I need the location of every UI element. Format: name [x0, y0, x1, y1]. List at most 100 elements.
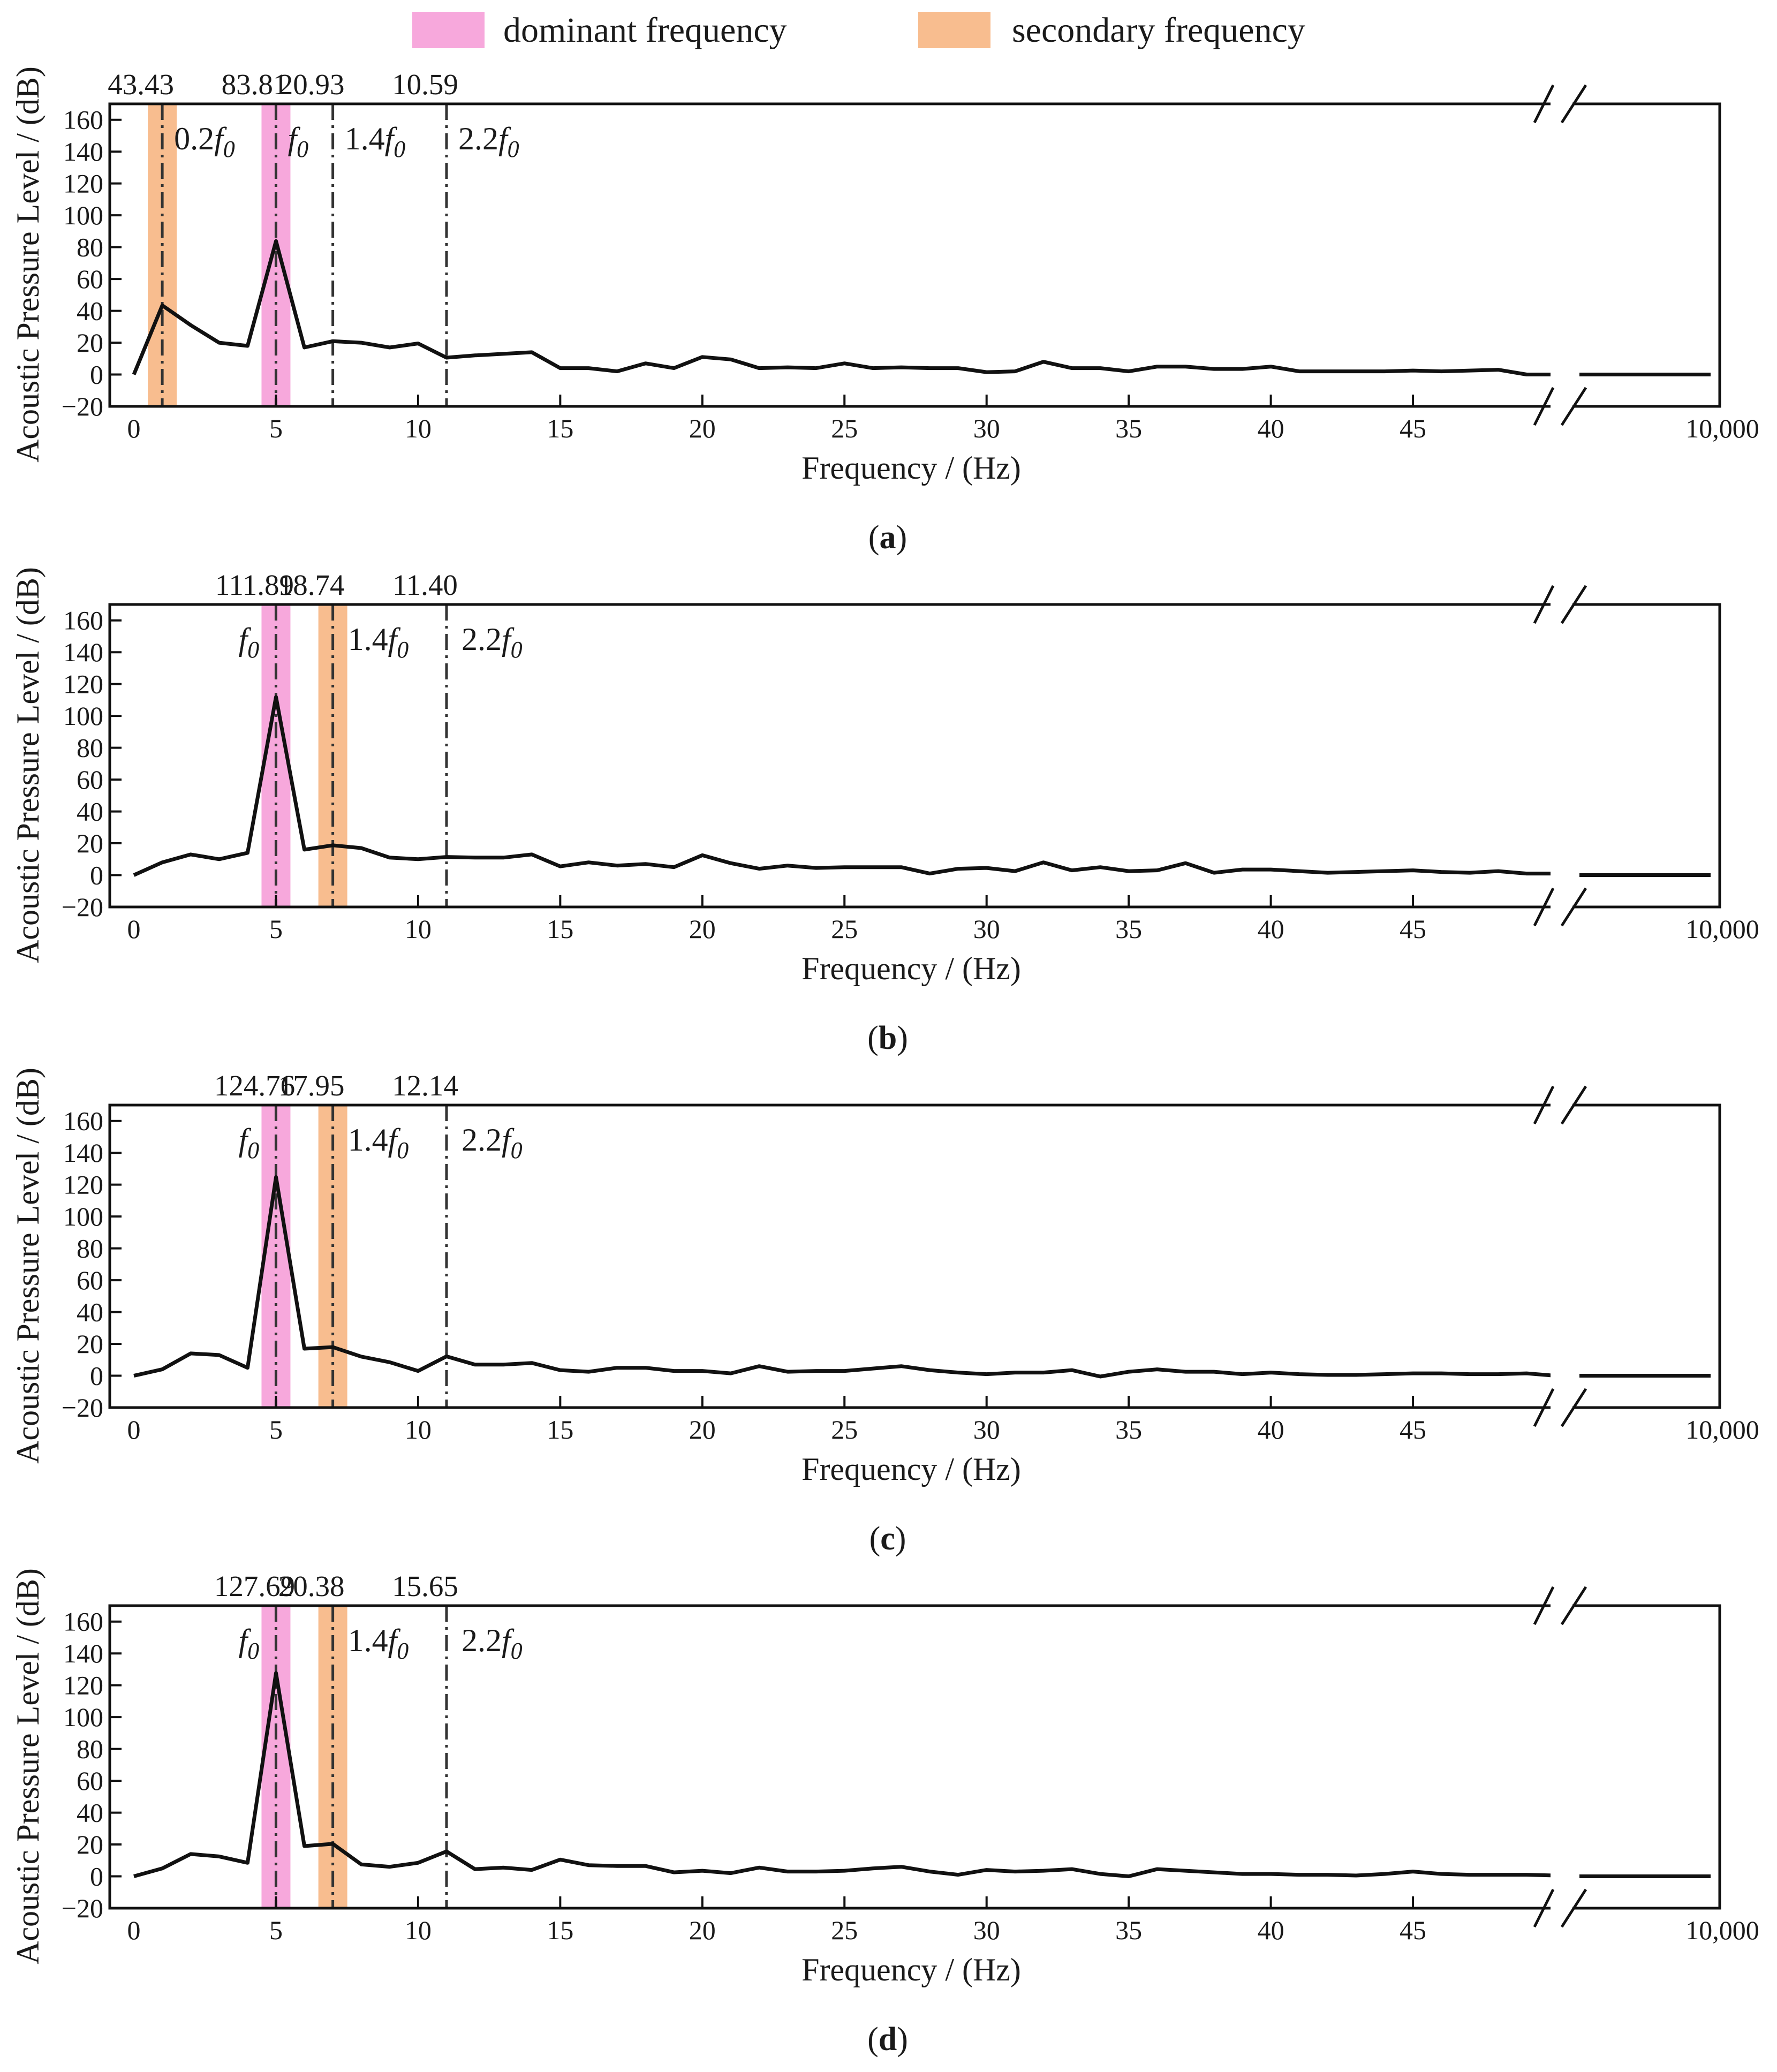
x-tick-label: 35 — [1115, 914, 1142, 944]
y-tick-label: 60 — [77, 1766, 103, 1796]
plot-frame-right — [1572, 102, 1721, 408]
y-tick-label: 140 — [63, 1138, 103, 1168]
plot-frame-left — [108, 603, 1551, 909]
panel-label: (b) — [867, 1020, 908, 1056]
x-axis-title: Frequency / (Hz) — [801, 1451, 1021, 1487]
y-tick-label: 100 — [63, 1702, 103, 1732]
marker-value-label: 17.95 — [278, 1069, 345, 1102]
x-tick-label: 0 — [127, 1915, 141, 1945]
x-tick-label: 10 — [405, 1915, 432, 1945]
legend-secondary-swatch — [918, 12, 990, 48]
y-tick-label: 160 — [63, 606, 103, 636]
y-tick-label: 140 — [63, 1638, 103, 1668]
marker-multiple-label: f0 — [238, 1122, 259, 1163]
axis-break-mark — [1533, 1888, 1555, 1928]
x-tick-label: 20 — [689, 413, 716, 443]
spectrum-line — [133, 1671, 1555, 1878]
y-axis-title: Acoustic Pressure Level / (dB) — [10, 1568, 46, 1964]
x-tick-label-break: 10,000 — [1685, 1915, 1759, 1945]
marker-value-label: 12.14 — [392, 1069, 458, 1102]
y-tick-label: 80 — [77, 1234, 103, 1264]
marker-multiple-label: f0 — [288, 121, 308, 162]
x-tick-label: 35 — [1115, 413, 1142, 443]
y-tick-label: 80 — [77, 232, 103, 262]
marker-value-label: 127.69 — [214, 1570, 295, 1602]
axis-break-mark — [1533, 887, 1555, 927]
axis-break-mark — [1533, 585, 1555, 624]
marker-value-label: 18.74 — [278, 569, 345, 601]
x-axis-title: Frequency / (Hz) — [801, 951, 1021, 986]
axis-break-gap — [1551, 1094, 1572, 1418]
y-tick-label: 60 — [77, 765, 103, 795]
marker-value-label: 10.59 — [392, 68, 458, 101]
x-tick-label: 20 — [689, 1415, 716, 1445]
y-axis-title: Acoustic Pressure Level / (dB) — [10, 66, 46, 463]
y-tick-label: 120 — [63, 1170, 103, 1200]
marker-value-label: 20.38 — [278, 1570, 345, 1602]
plot-frame-left — [108, 1103, 1551, 1409]
x-tick-label: 5 — [269, 1415, 283, 1445]
legend-dominant-swatch — [412, 12, 485, 48]
y-tick-label: 100 — [63, 701, 103, 731]
x-tick-label: 0 — [127, 914, 141, 944]
x-tick-label-break: 10,000 — [1685, 413, 1759, 443]
x-tick-label-break: 10,000 — [1685, 1415, 1759, 1445]
marker-multiple-label: 2.2f0 — [462, 622, 523, 663]
x-tick-label: 25 — [831, 1915, 858, 1945]
spectrum-line — [132, 239, 1555, 376]
y-axis-title: Acoustic Pressure Level / (dB) — [10, 1068, 46, 1464]
x-tick-label: 40 — [1258, 914, 1284, 944]
marker-multiple-label: 1.4f0 — [348, 622, 409, 663]
y-tick-label: 0 — [90, 1862, 103, 1892]
x-tick-label: 15 — [547, 1415, 573, 1445]
marker-multiple-label: 2.2f0 — [462, 1122, 523, 1163]
x-tick-label: 45 — [1400, 914, 1426, 944]
x-tick-label: 0 — [127, 1415, 141, 1445]
x-tick-label: 45 — [1400, 1915, 1426, 1945]
y-tick-label: 160 — [63, 1106, 103, 1136]
legend-dominant-label: dominant frequency — [503, 11, 787, 50]
y-axis-title: Acoustic Pressure Level / (dB) — [10, 567, 46, 963]
axis-break-mark — [1560, 1888, 1587, 1928]
x-tick-label: 10 — [405, 914, 432, 944]
x-tick-label: 30 — [973, 413, 1000, 443]
axis-break-mark — [1560, 1388, 1587, 1427]
axis-break-gap — [1551, 93, 1572, 417]
x-tick-label: 30 — [973, 1415, 1000, 1445]
axis-break-mark — [1533, 1085, 1555, 1125]
y-tick-label: 140 — [63, 137, 103, 167]
y-tick-label: 40 — [77, 1798, 103, 1828]
x-tick-label: 25 — [831, 914, 858, 944]
plot-frame-right — [1572, 1604, 1721, 1910]
y-tick-label: −20 — [62, 892, 103, 922]
y-tick-label: 120 — [63, 1670, 103, 1700]
y-tick-label: 80 — [77, 733, 103, 763]
x-tick-label: 45 — [1400, 1415, 1426, 1445]
y-tick-label: 160 — [63, 105, 103, 135]
x-tick-label: 25 — [831, 1415, 858, 1445]
x-tick-label: 30 — [973, 914, 1000, 944]
x-axis-title: Frequency / (Hz) — [801, 450, 1021, 486]
marker-value-label: 83.81 — [222, 68, 288, 101]
y-tick-label: 60 — [77, 1265, 103, 1295]
x-tick-label: 20 — [689, 1915, 716, 1945]
x-tick-label: 40 — [1258, 1915, 1284, 1945]
y-tick-label: 0 — [90, 1361, 103, 1391]
x-tick-label-break: 10,000 — [1685, 914, 1759, 944]
y-tick-label: 0 — [90, 860, 103, 890]
x-tick-label: 10 — [405, 1415, 432, 1445]
y-tick-label: 0 — [90, 360, 103, 390]
y-tick-label: 120 — [63, 169, 103, 199]
y-tick-label: 140 — [63, 637, 103, 667]
y-tick-label: 40 — [77, 1297, 103, 1327]
axis-break-mark — [1560, 1085, 1587, 1125]
axis-break-mark — [1560, 585, 1587, 624]
marker-value-label: 15.65 — [392, 1570, 458, 1602]
plot-frame-left — [108, 1604, 1551, 1910]
panel-label: (a) — [868, 519, 907, 556]
y-tick-label: 20 — [77, 1829, 103, 1859]
marker-multiple-label: 0.2f0 — [174, 121, 235, 162]
